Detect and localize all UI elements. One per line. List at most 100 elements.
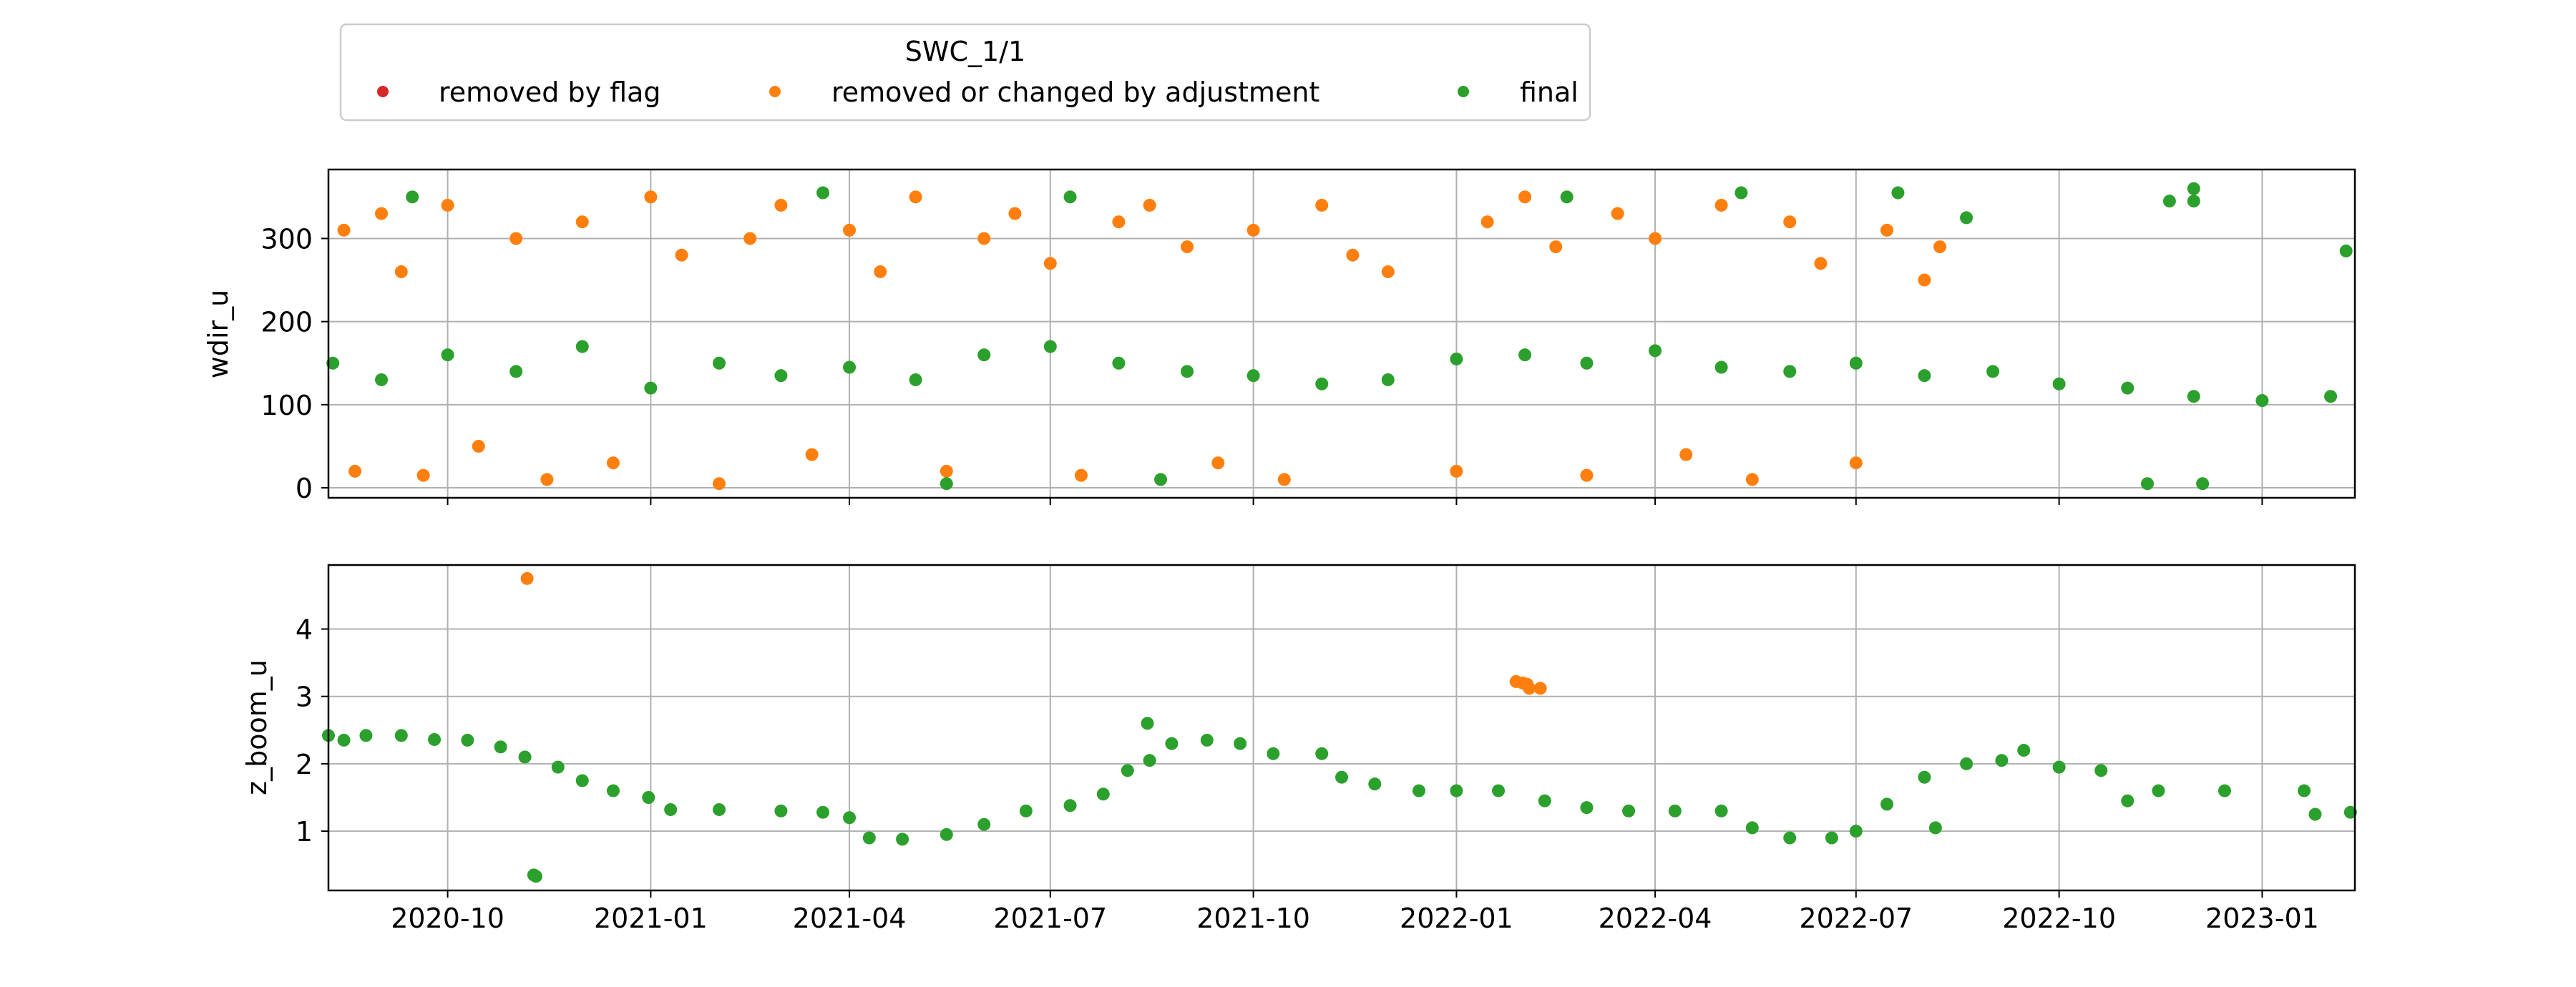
point-final (1918, 369, 1931, 383)
point-removed-or-changed-by-adjustment (1315, 198, 1329, 212)
x-tick-label: 2022-01 (1400, 903, 1513, 934)
point-removed-or-changed-by-adjustment (394, 265, 408, 278)
legend-marker-removed-by-flag (377, 86, 389, 97)
point-final (816, 805, 830, 819)
point-final (2255, 394, 2269, 408)
point-final (1267, 747, 1280, 760)
y-tick-label: 0 (296, 473, 313, 504)
point-final (2324, 390, 2338, 403)
x-tick-label: 2022-04 (1599, 903, 1712, 934)
point-final (2187, 195, 2200, 208)
point-final (2298, 784, 2311, 797)
point-final (1200, 733, 1214, 747)
point-final (1825, 831, 1838, 845)
point-final (843, 360, 857, 374)
zboom-ticks: 2020-10 2021-01 2021-04 2021-07 2021-10 2022-… (296, 614, 2319, 934)
point-final (2017, 744, 2031, 757)
point-final (326, 356, 340, 370)
point-final (2339, 244, 2353, 257)
point-final (896, 833, 909, 846)
point-removed-or-changed-by-adjustment (644, 190, 658, 204)
point-final (1246, 369, 1260, 383)
point-final (461, 733, 474, 747)
x-tick-label: 2020-10 (391, 903, 504, 934)
point-final (1234, 737, 1247, 750)
point-final (862, 831, 876, 845)
point-final (1668, 804, 1682, 817)
point-final (406, 190, 419, 204)
point-final (713, 802, 726, 816)
point-final (1849, 825, 1863, 838)
point-final (2052, 377, 2066, 391)
point-final (2121, 381, 2135, 395)
point-removed-or-changed-by-adjustment (743, 232, 757, 245)
point-final (2308, 807, 2322, 821)
point-removed-or-changed-by-adjustment (520, 571, 534, 585)
point-removed-or-changed-by-adjustment (1679, 448, 1693, 461)
y-tick-label: 200 (260, 307, 313, 338)
x-tick-label: 2021-01 (594, 903, 708, 934)
zboom-grid (328, 565, 2355, 890)
point-removed-or-changed-by-adjustment (1783, 215, 1797, 229)
point-final (1995, 754, 2009, 767)
point-final (774, 804, 788, 817)
legend-label-final: final (1520, 77, 1579, 108)
point-final (1580, 801, 1594, 815)
point-removed-or-changed-by-adjustment (1549, 240, 1563, 254)
point-final (2121, 794, 2135, 807)
point-final (1154, 473, 1168, 486)
point-final (1880, 797, 1893, 811)
point-final (1783, 831, 1797, 845)
point-final (940, 477, 953, 491)
point-final (375, 373, 389, 386)
point-final (1315, 747, 1329, 760)
zboom-panel: 2020-10 2021-01 2021-04 2021-07 2021-10 2022-… (241, 564, 2357, 934)
point-removed-or-changed-by-adjustment (1143, 198, 1156, 212)
point-final (529, 870, 542, 883)
zboom-ylabel: z_boom_u (241, 659, 273, 795)
point-final (2343, 805, 2357, 819)
point-final (2196, 477, 2210, 491)
point-removed-or-changed-by-adjustment (375, 207, 389, 220)
x-tick-label: 2023-01 (2205, 903, 2319, 934)
point-final (1412, 784, 1425, 797)
point-final (1121, 764, 1134, 777)
point-final (2141, 477, 2155, 491)
point-removed-or-changed-by-adjustment (909, 190, 922, 204)
x-tick-label: 2021-04 (793, 903, 907, 934)
point-final (1735, 186, 1748, 200)
point-removed-or-changed-by-adjustment (774, 198, 788, 212)
point-removed-or-changed-by-adjustment (940, 464, 953, 478)
point-final (642, 791, 655, 804)
point-final (1063, 190, 1077, 204)
point-final (2152, 784, 2165, 797)
legend-title: SWC_1/1 (905, 36, 1025, 67)
point-removed-or-changed-by-adjustment (472, 439, 485, 453)
point-final (1849, 356, 1863, 370)
point-final (1315, 377, 1329, 391)
point-final (940, 828, 953, 841)
point-final (1538, 794, 1551, 807)
legend-frame (339, 23, 1591, 122)
point-final (1714, 360, 1728, 374)
point-final (977, 817, 991, 831)
point-final (664, 802, 678, 816)
point-removed-or-changed-by-adjustment (977, 232, 991, 245)
point-final (509, 365, 523, 378)
point-final (1043, 340, 1057, 353)
y-tick-label: 4 (296, 614, 313, 645)
point-final (606, 784, 620, 797)
point-final (1381, 373, 1395, 386)
point-final (428, 732, 441, 746)
point-removed-or-changed-by-adjustment (874, 265, 887, 278)
point-removed-or-changed-by-adjustment (675, 248, 688, 262)
wdir-panel: 0 100 200 300 wdir_u (203, 168, 2356, 505)
x-tick-label: 2021-07 (993, 903, 1107, 934)
point-final (2094, 764, 2108, 777)
point-removed-or-changed-by-adjustment (1611, 207, 1624, 220)
point-final (1928, 821, 1942, 835)
point-final (816, 186, 830, 200)
point-final (1450, 784, 1463, 797)
point-removed-or-changed-by-adjustment (1381, 265, 1395, 278)
